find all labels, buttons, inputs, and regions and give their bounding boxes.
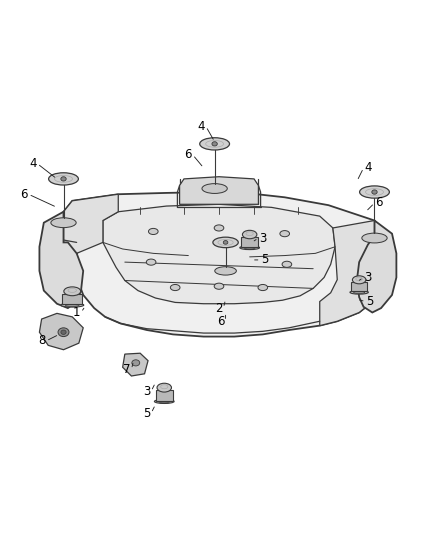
Text: 4: 4 — [29, 157, 37, 170]
Ellipse shape — [64, 287, 81, 296]
Text: 7: 7 — [123, 363, 131, 376]
Text: 5: 5 — [143, 407, 150, 419]
Ellipse shape — [223, 240, 228, 244]
Ellipse shape — [240, 246, 259, 249]
Text: 1: 1 — [73, 306, 81, 319]
Polygon shape — [123, 353, 148, 376]
Text: 3: 3 — [259, 231, 266, 245]
Ellipse shape — [360, 186, 389, 198]
Ellipse shape — [61, 177, 66, 181]
Text: 8: 8 — [38, 335, 45, 348]
Text: 5: 5 — [367, 295, 374, 308]
Ellipse shape — [212, 142, 217, 146]
Text: 3: 3 — [143, 385, 150, 398]
Ellipse shape — [132, 360, 140, 366]
Ellipse shape — [282, 261, 292, 268]
Polygon shape — [39, 313, 83, 350]
Polygon shape — [64, 192, 383, 336]
Polygon shape — [39, 212, 83, 308]
Ellipse shape — [61, 330, 66, 334]
Ellipse shape — [61, 303, 84, 307]
Polygon shape — [351, 282, 367, 292]
Polygon shape — [357, 221, 396, 312]
Ellipse shape — [244, 246, 255, 249]
Ellipse shape — [157, 383, 172, 392]
Polygon shape — [62, 294, 82, 304]
Ellipse shape — [213, 237, 238, 248]
Text: 6: 6 — [375, 197, 383, 209]
Ellipse shape — [353, 276, 366, 284]
Ellipse shape — [350, 290, 368, 294]
Text: 6: 6 — [217, 315, 225, 328]
Ellipse shape — [362, 233, 387, 243]
Ellipse shape — [200, 138, 230, 150]
Ellipse shape — [158, 400, 170, 403]
Polygon shape — [103, 204, 335, 304]
Ellipse shape — [202, 184, 227, 193]
Polygon shape — [156, 390, 173, 400]
Ellipse shape — [58, 328, 69, 336]
Ellipse shape — [372, 190, 377, 194]
Text: 4: 4 — [198, 120, 205, 133]
Ellipse shape — [280, 231, 290, 237]
Polygon shape — [180, 177, 258, 204]
Polygon shape — [320, 221, 383, 326]
Ellipse shape — [353, 291, 365, 294]
Ellipse shape — [146, 259, 156, 265]
Text: 4: 4 — [364, 161, 372, 174]
Ellipse shape — [51, 218, 76, 228]
Ellipse shape — [258, 285, 268, 290]
Ellipse shape — [148, 229, 158, 235]
Ellipse shape — [65, 304, 79, 306]
Ellipse shape — [214, 225, 224, 231]
Polygon shape — [241, 237, 258, 247]
Text: 2: 2 — [215, 302, 223, 314]
Ellipse shape — [214, 283, 224, 289]
Ellipse shape — [49, 173, 78, 185]
Ellipse shape — [170, 285, 180, 290]
Text: 6: 6 — [184, 148, 192, 161]
Text: 5: 5 — [261, 253, 268, 266]
Ellipse shape — [215, 266, 237, 275]
Ellipse shape — [154, 399, 174, 403]
Ellipse shape — [242, 230, 257, 239]
Text: 3: 3 — [364, 271, 371, 284]
Text: 6: 6 — [20, 188, 28, 201]
Polygon shape — [64, 194, 118, 262]
